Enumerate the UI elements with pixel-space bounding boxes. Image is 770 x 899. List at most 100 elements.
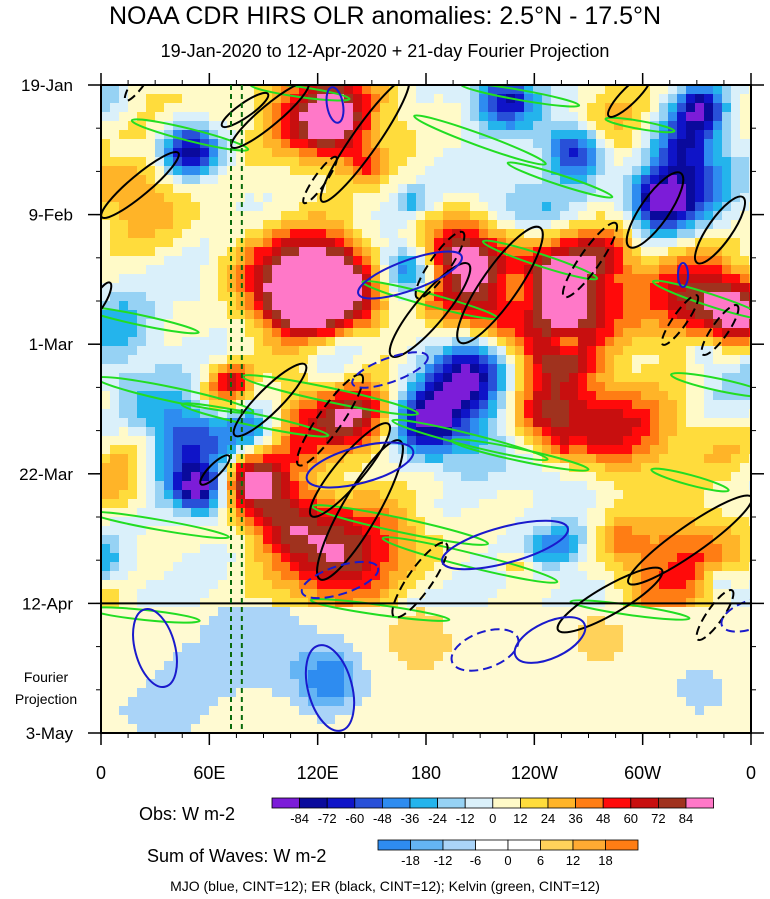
field-cell — [443, 409, 453, 419]
field-cell — [110, 121, 120, 131]
field-cell — [632, 454, 642, 464]
field-cell — [533, 400, 543, 410]
field-cell — [713, 580, 723, 590]
field-cell — [380, 472, 390, 482]
field-cell — [731, 526, 741, 536]
field-cell — [596, 499, 606, 509]
field-cell — [191, 364, 201, 374]
field-cell — [155, 319, 165, 329]
field-cell — [182, 238, 192, 248]
field-cell — [704, 247, 714, 257]
field-cell — [317, 553, 327, 563]
field-cell — [470, 202, 480, 212]
field-cell — [479, 616, 489, 626]
field-cell — [155, 634, 165, 644]
field-cell — [443, 535, 453, 545]
field-cell — [200, 166, 210, 176]
field-cell — [146, 481, 156, 491]
field-cell — [515, 310, 525, 320]
field-cell — [353, 337, 363, 347]
field-cell — [245, 301, 255, 311]
field-cell — [353, 355, 363, 365]
field-cell — [515, 472, 525, 482]
field-cell — [632, 526, 642, 536]
field-cell — [272, 139, 282, 149]
chart-title: NOAA CDR HIRS OLR anomalies: 2.5°N - 17.… — [108, 2, 662, 30]
field-cell — [614, 670, 624, 680]
field-cell — [479, 175, 489, 185]
field-cell — [389, 94, 399, 104]
field-cell — [713, 481, 723, 491]
field-cell — [308, 391, 318, 401]
field-cell — [623, 382, 633, 392]
field-cell — [353, 472, 363, 482]
field-cell — [155, 490, 165, 500]
field-cell — [236, 580, 246, 590]
field-cell — [479, 184, 489, 194]
field-cell — [614, 184, 624, 194]
field-cell — [326, 130, 336, 140]
field-cell — [362, 562, 372, 572]
field-cell — [497, 652, 507, 662]
field-cell — [623, 94, 633, 104]
field-cell — [137, 220, 147, 230]
field-cell — [587, 283, 597, 293]
field-cell — [470, 409, 480, 419]
field-cell — [119, 436, 129, 446]
field-cell — [677, 247, 687, 257]
field-cell — [335, 238, 345, 248]
field-cell — [191, 211, 201, 221]
field-cell — [524, 625, 534, 635]
field-cell — [740, 130, 750, 140]
field-cell — [299, 247, 309, 257]
field-cell — [263, 508, 273, 518]
field-cell — [587, 670, 597, 680]
field-cell — [704, 607, 714, 617]
field-cell — [713, 355, 723, 365]
field-cell — [398, 616, 408, 626]
field-cell — [569, 85, 579, 95]
field-cell — [362, 247, 372, 257]
field-cell — [137, 679, 147, 689]
field-cell — [317, 328, 327, 338]
field-cell — [407, 490, 417, 500]
field-cell — [434, 643, 444, 653]
field-cell — [353, 454, 363, 464]
field-cell — [263, 283, 273, 293]
field-cell — [155, 283, 165, 293]
field-cell — [200, 328, 210, 338]
field-cell — [353, 319, 363, 329]
field-cell — [515, 337, 525, 347]
field-cell — [362, 265, 372, 275]
field-cell — [632, 436, 642, 446]
field-cell — [272, 328, 282, 338]
field-cell — [137, 463, 147, 473]
field-cell — [344, 121, 354, 131]
field-cell — [488, 202, 498, 212]
field-cell — [497, 553, 507, 563]
field-cell — [470, 643, 480, 653]
field-cell — [263, 652, 273, 662]
field-cell — [632, 283, 642, 293]
field-cell — [398, 517, 408, 527]
field-cell — [281, 193, 291, 203]
field-cell — [236, 607, 246, 617]
field-cell — [695, 355, 705, 365]
field-cell — [353, 175, 363, 185]
field-cell — [560, 643, 570, 653]
field-cell — [470, 103, 480, 113]
field-cell — [353, 220, 363, 230]
field-cell — [380, 652, 390, 662]
field-cell — [308, 184, 318, 194]
field-cell — [119, 643, 129, 653]
field-cell — [263, 661, 273, 671]
field-cell — [281, 202, 291, 212]
field-cell — [605, 130, 615, 140]
field-cell — [380, 562, 390, 572]
field-cell — [668, 247, 678, 257]
field-cell — [713, 679, 723, 689]
field-cell — [650, 652, 660, 662]
field-cell — [668, 265, 678, 275]
field-cell — [281, 238, 291, 248]
field-cell — [398, 148, 408, 158]
